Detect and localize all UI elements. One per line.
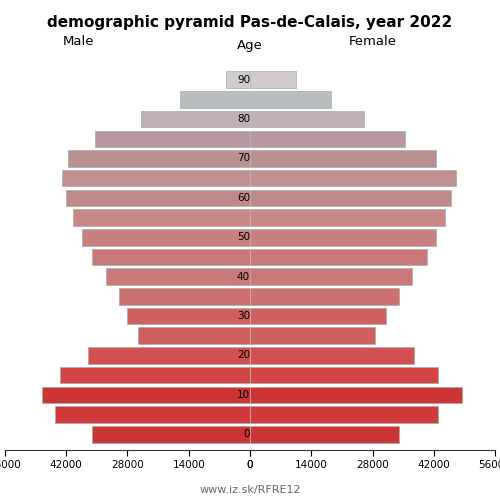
Text: 70: 70 xyxy=(237,154,250,164)
Bar xyxy=(68,150,250,167)
Bar xyxy=(226,72,250,88)
Bar xyxy=(56,406,250,423)
Bar xyxy=(250,229,436,246)
Bar xyxy=(250,367,438,384)
Text: 20: 20 xyxy=(237,350,250,360)
Bar xyxy=(73,210,250,226)
Bar xyxy=(250,130,406,147)
Bar xyxy=(250,248,427,265)
Bar xyxy=(88,347,250,364)
Text: Female: Female xyxy=(348,36,397,49)
Bar xyxy=(250,210,444,226)
Text: demographic pyramid Pas-de-Calais, year 2022: demographic pyramid Pas-de-Calais, year … xyxy=(48,15,452,30)
Bar xyxy=(94,130,250,147)
Bar xyxy=(250,150,436,167)
Bar xyxy=(106,268,250,285)
Bar xyxy=(250,72,296,88)
Bar xyxy=(250,328,374,344)
Text: 30: 30 xyxy=(237,311,250,321)
Bar xyxy=(66,190,250,206)
Bar xyxy=(138,328,250,344)
Bar xyxy=(250,91,331,108)
Bar xyxy=(42,386,250,403)
Bar xyxy=(250,308,386,324)
Bar xyxy=(92,426,250,442)
Text: Age: Age xyxy=(237,40,263,52)
Bar xyxy=(250,288,399,304)
Text: Male: Male xyxy=(63,36,94,49)
Bar xyxy=(250,268,412,285)
Bar xyxy=(250,386,462,403)
Bar xyxy=(180,91,250,108)
Bar xyxy=(128,308,250,324)
Bar xyxy=(250,426,399,442)
Bar xyxy=(250,190,451,206)
Text: 50: 50 xyxy=(237,232,250,242)
Bar xyxy=(140,111,250,128)
Bar xyxy=(92,248,250,265)
Bar xyxy=(82,229,250,246)
Bar xyxy=(62,170,250,186)
Text: 80: 80 xyxy=(237,114,250,124)
Text: 0: 0 xyxy=(244,429,250,439)
Bar xyxy=(250,347,414,364)
Text: 10: 10 xyxy=(237,390,250,400)
Bar xyxy=(250,170,456,186)
Bar xyxy=(250,406,438,423)
Text: 40: 40 xyxy=(237,272,250,281)
Bar xyxy=(60,367,250,384)
Text: www.iz.sk/RFRE12: www.iz.sk/RFRE12 xyxy=(199,485,301,495)
Text: 90: 90 xyxy=(237,74,250,85)
Bar xyxy=(119,288,250,304)
Bar xyxy=(250,111,364,128)
Text: 60: 60 xyxy=(237,193,250,203)
